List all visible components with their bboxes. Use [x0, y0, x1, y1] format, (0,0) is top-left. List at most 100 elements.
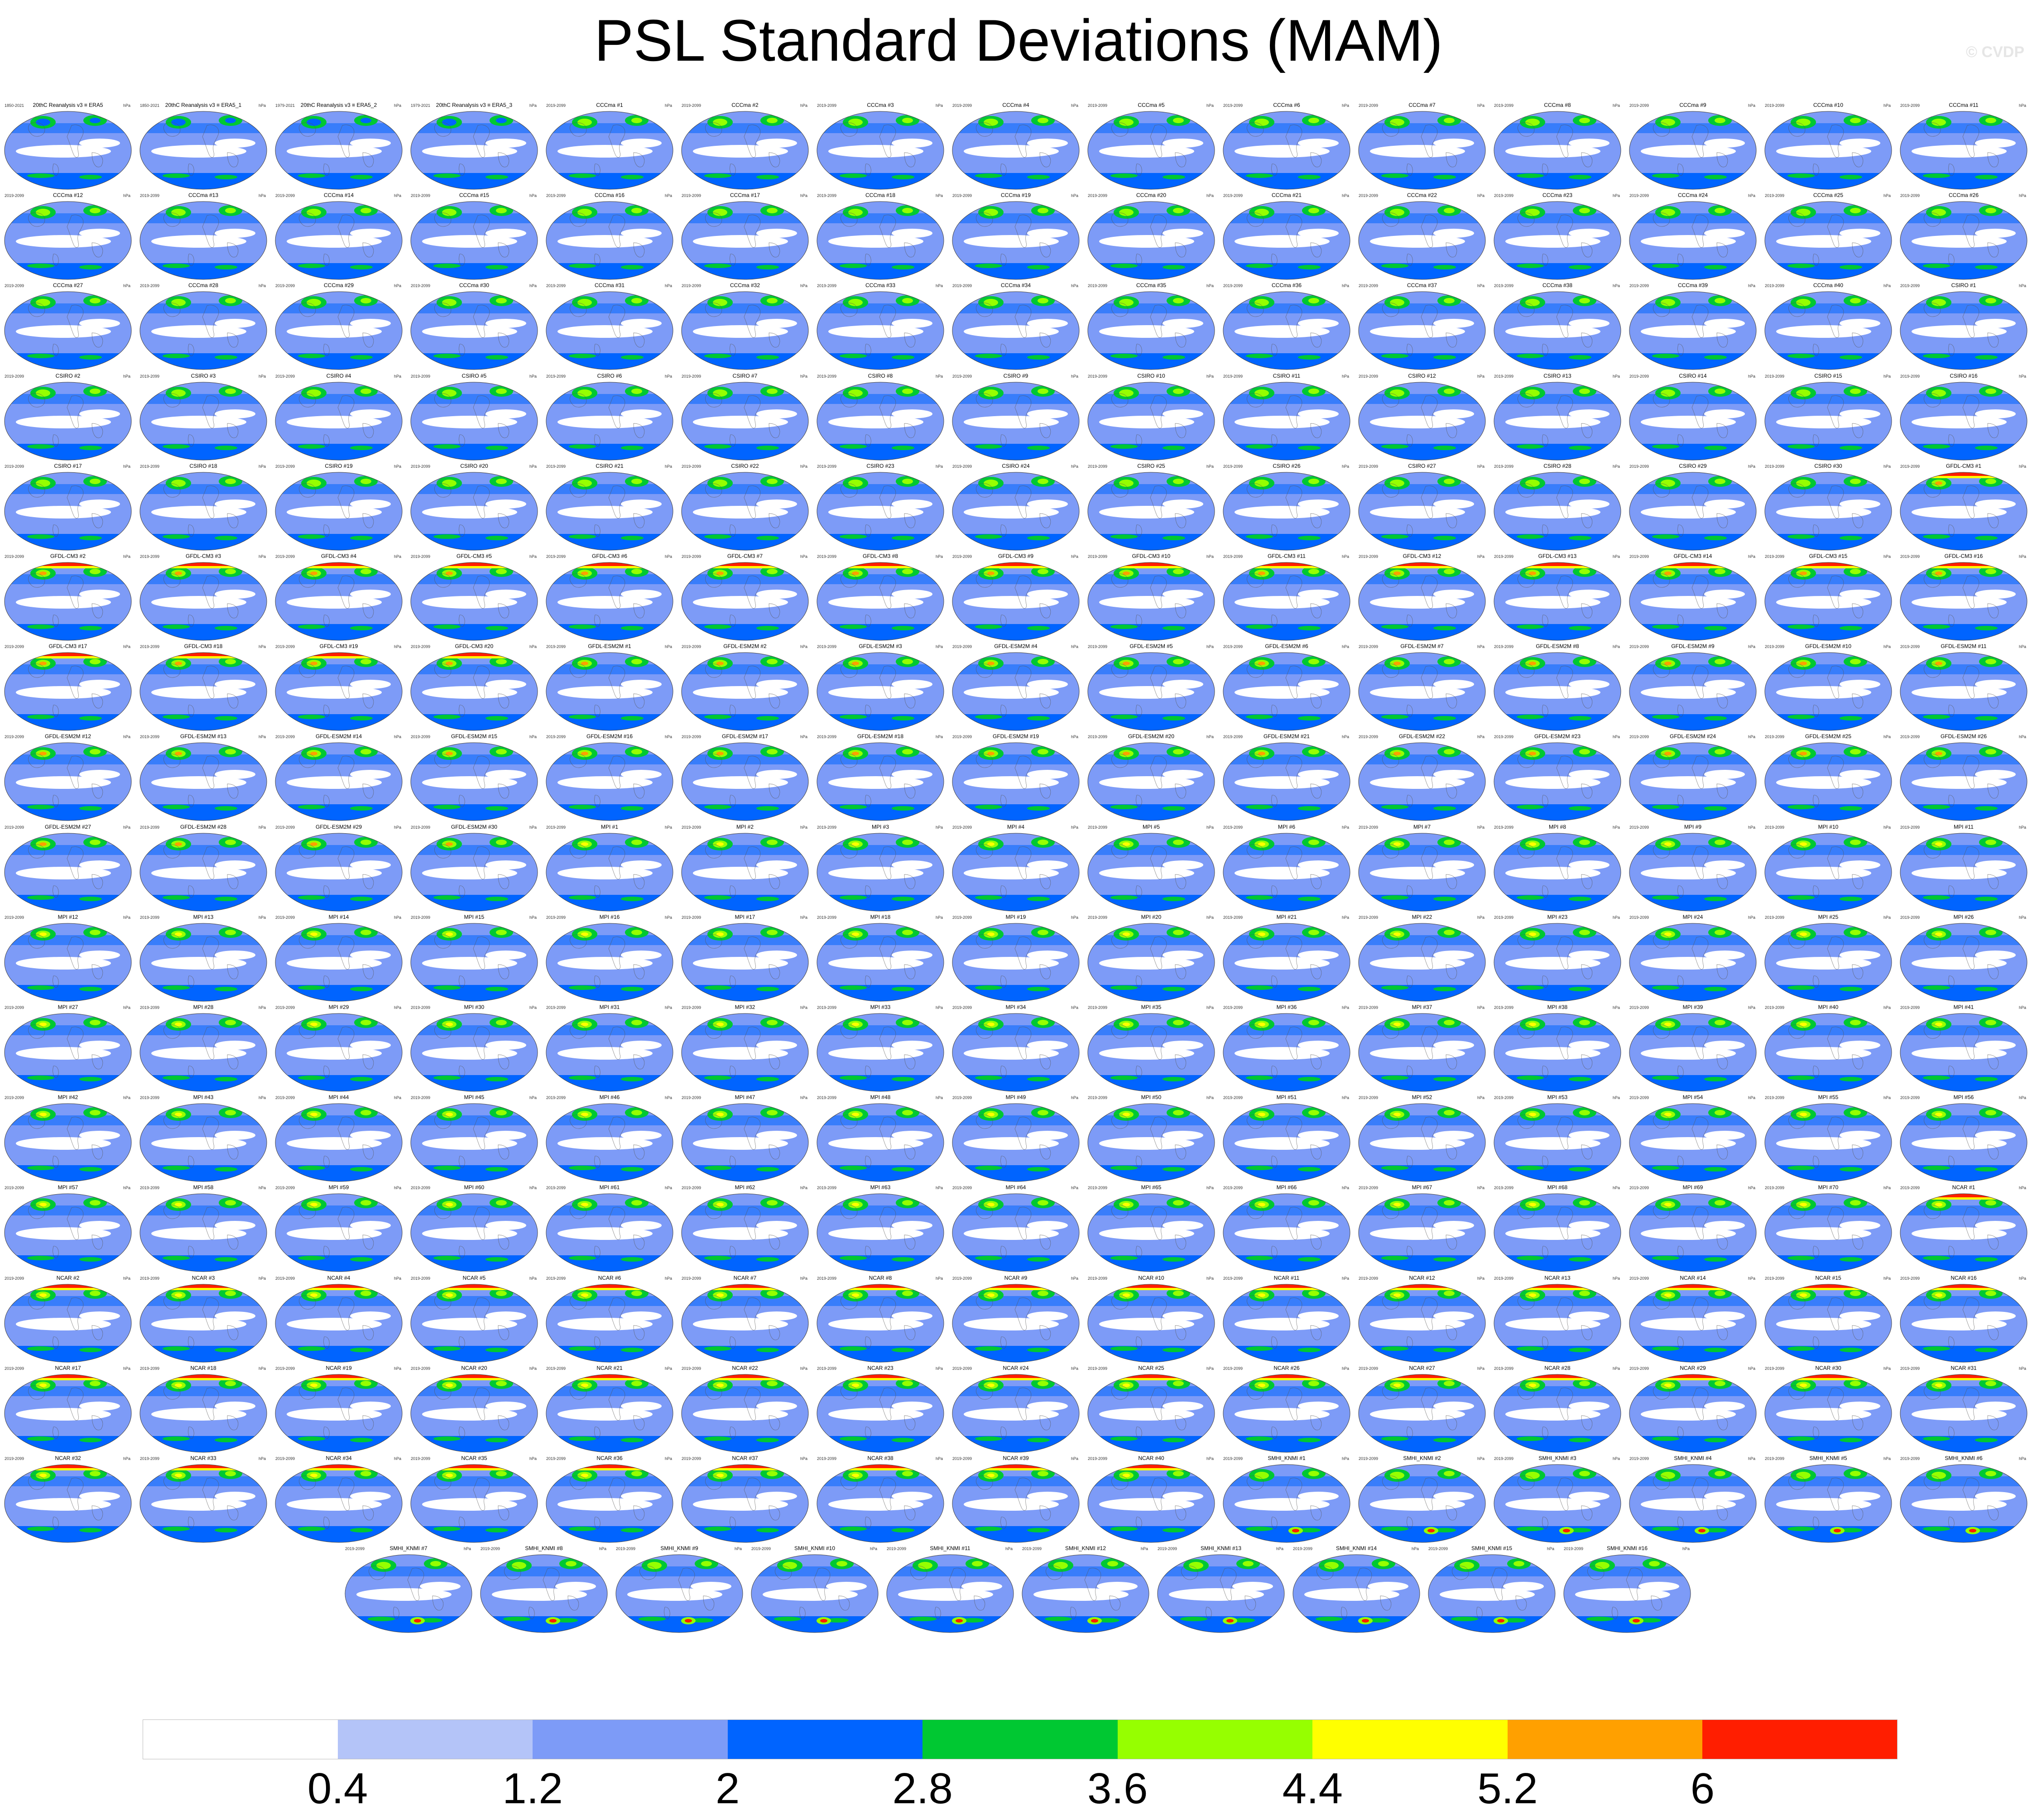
sd-map — [1087, 382, 1215, 461]
southern-ocean-max — [433, 1256, 461, 1261]
southern-ocean-max — [1027, 265, 1050, 270]
tropical-minimum — [1298, 229, 1339, 238]
north-pacific-max — [1525, 1472, 1540, 1479]
southern-ocean-band — [345, 1616, 472, 1633]
map-outline — [681, 562, 809, 641]
midlatitude-band — [1223, 754, 1350, 765]
tropical-minimum — [621, 860, 662, 869]
map-panel: 2019-2099 CSIRO #28 hPa — [1493, 462, 1622, 553]
sd-map — [1900, 742, 2027, 821]
map-panel: 2019-2099 CCCma #11 hPa — [1899, 101, 2028, 192]
north-atlantic-max — [1985, 749, 1996, 755]
tropical-minimum — [350, 409, 391, 418]
tropical-minimum — [16, 596, 111, 609]
panel-period: 2019-2099 — [1494, 103, 1514, 108]
panel-title: CCCma #14 — [323, 192, 354, 199]
southern-ocean-max — [27, 895, 54, 900]
midlatitude-band — [411, 1205, 538, 1216]
sd-map — [1223, 1284, 1350, 1363]
panel-period: 2019-2099 — [682, 554, 701, 559]
panel-title: GFDL-ESM2M #29 — [315, 823, 362, 830]
southern-ocean-max — [569, 354, 596, 359]
map-outline — [681, 472, 809, 551]
map-panel: 2019-2099 GFDL-CM3 #13 hPa — [1493, 552, 1622, 643]
north-atlantic-max — [90, 1200, 101, 1206]
panel-units: hPa — [664, 1276, 672, 1281]
tropical-minimum — [1912, 235, 2007, 248]
midlatitude-band — [1223, 664, 1350, 675]
north-atlantic-max — [1038, 569, 1048, 574]
tropical-minimum — [1840, 409, 1880, 418]
panel-title: CSIRO #26 — [1273, 462, 1301, 469]
southern-ocean-band — [952, 533, 1079, 550]
panel-period: 2019-2099 — [1223, 283, 1243, 288]
panel-units: hPa — [463, 1546, 471, 1551]
midlatitude-band — [952, 845, 1079, 855]
southern-ocean-band — [1765, 443, 1892, 460]
panel-units: hPa — [935, 644, 943, 649]
panel-title: CCCma #5 — [1138, 102, 1165, 108]
arctic-max — [157, 566, 248, 568]
map-panel: 2019-2099 NCAR #6 hPa — [545, 1274, 674, 1365]
southern-ocean-max — [1433, 265, 1456, 270]
panel-units: hPa — [394, 1186, 401, 1191]
panel-units: hPa — [1748, 374, 1755, 379]
midlatitude-band — [1359, 754, 1485, 765]
sd-map — [1629, 1103, 1757, 1182]
panel-period: 2019-2099 — [1494, 554, 1514, 559]
southern-ocean-band — [1900, 894, 2027, 911]
north-atlantic-max — [1985, 118, 1996, 123]
north-atlantic-max — [1579, 298, 1590, 304]
southern-ocean-band — [275, 1436, 402, 1452]
tropical-minimum — [215, 499, 255, 509]
map-panel: 2019-2099 MPI #39 hPa — [1629, 1004, 1757, 1094]
midlatitude-band — [546, 484, 673, 494]
southern-ocean-max — [485, 626, 508, 630]
map-panel: 2019-2099 MPI #22 hPa — [1358, 913, 1486, 1004]
north-pacific-max — [577, 479, 592, 487]
panel-title: GFDL-CM3 #1 — [1946, 462, 1982, 469]
panel-period: 2019-2099 — [140, 554, 160, 559]
map-outline — [952, 291, 1080, 370]
sd-map — [817, 201, 944, 280]
southern-ocean-max — [350, 1077, 373, 1081]
southern-ocean-max — [1569, 986, 1591, 991]
southern-ocean-band — [1765, 894, 1892, 911]
map-panel: 2019-2099 NCAR #20 hPa — [410, 1364, 538, 1455]
midlatitude-band — [1223, 574, 1350, 584]
tropical-minimum — [350, 1221, 391, 1230]
tropical-minimum — [621, 319, 662, 328]
midlatitude-band — [1900, 1386, 2027, 1396]
panel-period: 2019-2099 — [817, 193, 837, 198]
midlatitude-band — [1494, 1025, 1621, 1035]
map-panel: 2019-2099 CCCma #3 hPa — [816, 101, 945, 192]
panel-units: hPa — [1341, 825, 1349, 830]
panel-title: SMHI_KNMI #6 — [1945, 1455, 1983, 1461]
southern-ocean-max — [1923, 1076, 1950, 1080]
north-atlantic-max — [1985, 1380, 1996, 1386]
tropical-minimum — [693, 686, 788, 699]
southern-ocean-band — [1494, 1075, 1621, 1091]
panel-units: hPa — [1748, 1276, 1755, 1281]
midlatitude-band — [1900, 303, 2027, 314]
sd-map — [952, 1284, 1080, 1363]
north-atlantic-max — [1579, 388, 1590, 394]
sd-map — [546, 562, 673, 641]
southern-ocean-max — [975, 805, 1002, 810]
sd-map — [1494, 1013, 1621, 1092]
panel-units: hPa — [1883, 825, 1891, 830]
north-atlantic-max — [496, 298, 507, 304]
southern-ocean-band — [1223, 173, 1350, 189]
arctic-max — [157, 653, 248, 658]
map-panel: 2019-2099 MPI #13 hPa — [139, 913, 268, 1004]
tropical-minimum — [1235, 505, 1330, 519]
panel-units: hPa — [1206, 283, 1214, 288]
panel-period: 2019-2099 — [817, 464, 837, 469]
midlatitude-band — [952, 1115, 1079, 1126]
southern-ocean-band — [411, 263, 538, 280]
panel-units: hPa — [394, 193, 401, 198]
north-atlantic-max — [767, 1380, 778, 1386]
midlatitude-band — [275, 574, 402, 584]
southern-ocean-max — [975, 1436, 1002, 1441]
map-outline — [952, 562, 1080, 641]
